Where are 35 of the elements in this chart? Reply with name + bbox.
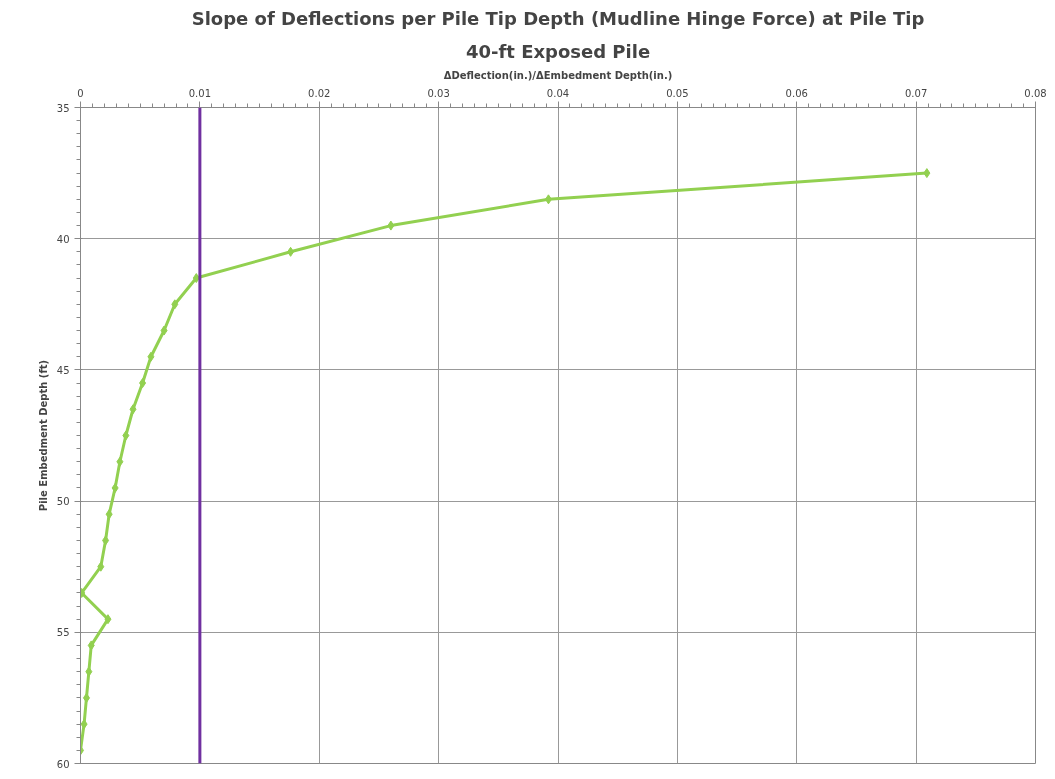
point [192,273,200,284]
point [287,246,295,257]
y-tick-label: 40 [56,233,70,245]
point [544,194,552,205]
x-tick-label: 0 [77,87,84,99]
y-tick-label: 55 [56,627,70,639]
point [111,482,119,493]
y-tick-label: 50 [56,496,70,508]
point [102,535,110,546]
x-tick-label: 0.03 [427,87,450,99]
point [97,561,105,572]
x-tick-label: 0.01 [188,87,212,99]
point [387,220,395,231]
x-tick-label: 0.07 [904,87,928,99]
point [116,456,124,467]
chart-subtitle: 40-ft Exposed Pile [465,40,651,62]
x-axis-title: ΔDeflection(in.)/ΔEmbedment Depth(in.) [443,69,673,81]
x-tick-label: 0.05 [666,87,689,99]
y-axis-title: Pile Embedment Depth (ft) [37,359,49,512]
point [139,378,147,389]
x-tick-label: 0.06 [785,87,808,99]
point [171,299,179,310]
point [122,430,130,441]
x-tick-label: 0.02 [308,87,331,99]
point [129,404,137,415]
point [104,614,112,625]
point [923,168,931,179]
y-tick-label: 45 [56,364,70,376]
point [160,325,168,336]
chart-title: Slope of Deflections per Pile Tip Depth (Mudline Hinge Force) at Pile Tip [191,7,925,29]
x-tick-label: 0.08 [1024,87,1047,99]
x-tick-label: 0.04 [546,87,570,99]
y-tick-label: 35 [56,102,70,114]
point [147,351,155,362]
y-tick-label: 60 [56,758,70,770]
